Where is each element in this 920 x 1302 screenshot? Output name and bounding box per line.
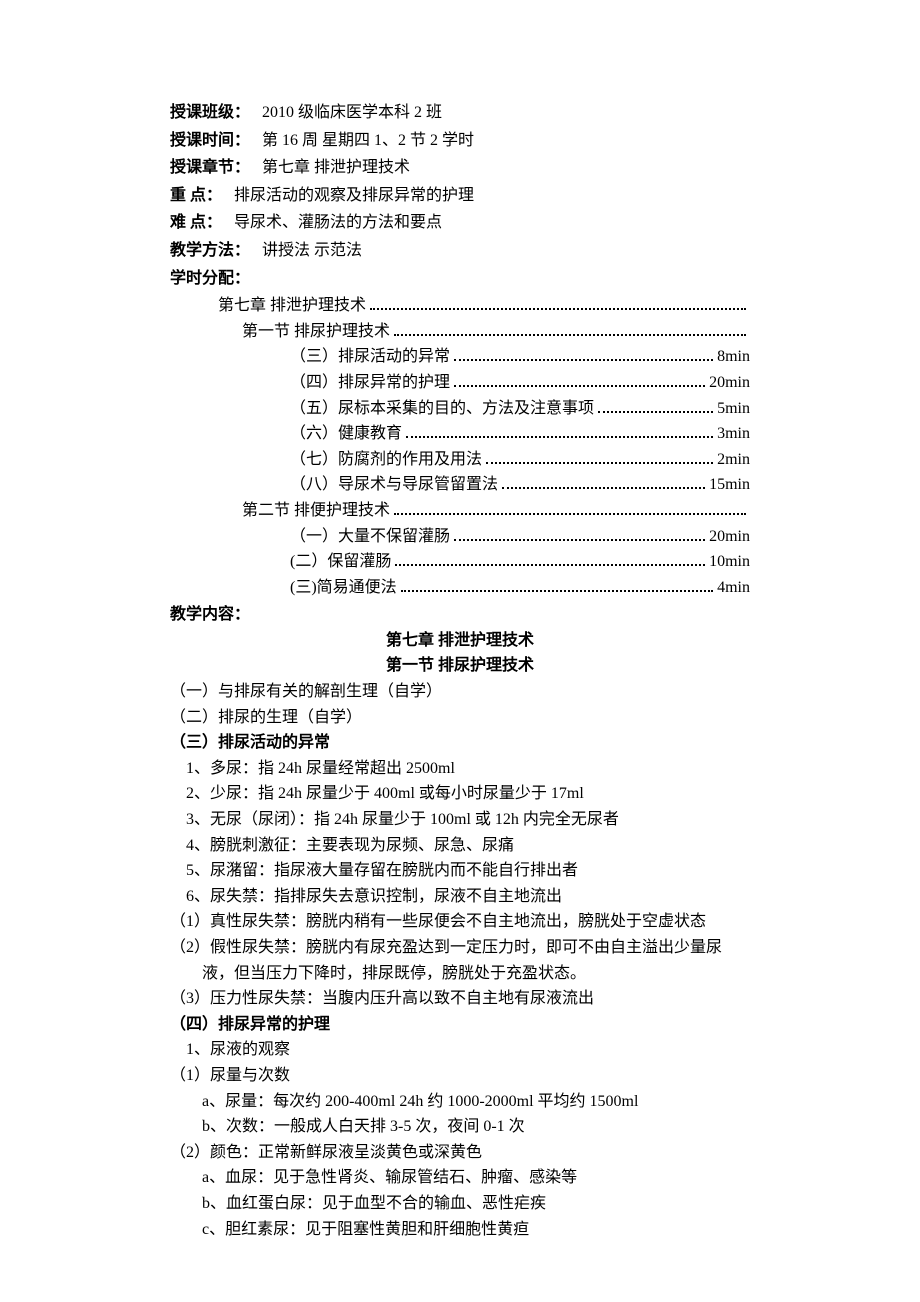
header-focus-row: 重 点： 排尿活动的观察及排尿异常的护理 xyxy=(170,183,750,209)
toc-row: （六）健康教育 3min xyxy=(170,421,750,447)
header-difficulty-row: 难 点： 导尿术、灌肠法的方法和要点 xyxy=(170,210,750,236)
header-chapter-row: 授课章节： 第七章 排泄护理技术 xyxy=(170,155,750,181)
toc-text: (三)简易通便法 xyxy=(290,575,397,601)
difficulty-label: 难 点： xyxy=(170,210,222,236)
header-method-row: 教学方法： 讲授法 示范法 xyxy=(170,238,750,264)
toc-dots xyxy=(401,590,713,592)
body-line: （2）颜色：正常新鲜尿液呈淡黄色或深黄色 xyxy=(170,1140,750,1166)
body-content: （一）与排尿有关的解剖生理（自学）（二）排尿的生理（自学）（三）排尿活动的异常1… xyxy=(170,679,750,1242)
toc-text: （六）健康教育 xyxy=(290,421,402,447)
toc-text: 第一节 排尿护理技术 xyxy=(242,319,390,345)
section-title: 第一节 排尿护理技术 xyxy=(170,653,750,679)
body-line: 4、膀胱刺激征：主要表现为尿频、尿急、尿痛 xyxy=(170,833,750,859)
toc-row: （五）尿标本采集的目的、方法及注意事项 5min xyxy=(170,396,750,422)
document-header: 授课班级： 2010 级临床医学本科 2 班 授课时间： 第 16 周 星期四 … xyxy=(170,100,750,291)
method-label: 教学方法： xyxy=(170,238,250,264)
chapter-title: 第七章 排泄护理技术 xyxy=(170,628,750,654)
toc-text: （五）尿标本采集的目的、方法及注意事项 xyxy=(290,396,594,422)
body-line: 1、多尿：指 24h 尿量经常超出 2500ml xyxy=(170,756,750,782)
content-label: 教学内容： xyxy=(170,602,750,628)
body-line: 2、少尿：指 24h 尿量少于 400ml 或每小时尿量少于 17ml xyxy=(170,781,750,807)
body-line: （1）真性尿失禁：膀胱内稍有一些尿便会不自主地流出，膀胱处于空虚状态 xyxy=(170,909,750,935)
toc-time: 4min xyxy=(717,575,750,601)
header-class-row: 授课班级： 2010 级临床医学本科 2 班 xyxy=(170,100,750,126)
toc-time: 10min xyxy=(709,549,750,575)
body-line: （1）尿量与次数 xyxy=(170,1063,750,1089)
body-line: 6、尿失禁：指排尿失去意识控制，尿液不自主地流出 xyxy=(170,884,750,910)
toc-time: 15min xyxy=(709,472,750,498)
body-line: 液，但当压力下降时，排尿既停，膀胱处于充盈状态。 xyxy=(170,961,750,987)
difficulty-value: 导尿术、灌肠法的方法和要点 xyxy=(234,210,442,236)
toc-row: (三)简易通便法 4min xyxy=(170,575,750,601)
toc-dots xyxy=(454,359,713,361)
body-line: a、血尿：见于急性肾炎、输尿管结石、肿瘤、感染等 xyxy=(170,1165,750,1191)
toc-dots xyxy=(395,564,705,566)
method-value: 讲授法 示范法 xyxy=(262,238,362,264)
body-line: （四）排尿异常的护理 xyxy=(170,1012,750,1038)
body-line: 1、尿液的观察 xyxy=(170,1037,750,1063)
time-value: 第 16 周 星期四 1、2 节 2 学时 xyxy=(262,128,474,154)
class-label: 授课班级： xyxy=(170,100,250,126)
body-line: （一）与排尿有关的解剖生理（自学） xyxy=(170,679,750,705)
body-line: 3、无尿（尿闭）：指 24h 尿量少于 100ml 或 12h 内完全无尿者 xyxy=(170,807,750,833)
time-label: 授课时间： xyxy=(170,128,250,154)
toc-dots xyxy=(502,487,705,489)
toc-text: (二）保留灌肠 xyxy=(290,549,391,575)
body-line: （3）压力性尿失禁：当腹内压升高以致不自主地有尿液流出 xyxy=(170,986,750,1012)
toc-time: 2min xyxy=(717,447,750,473)
toc-text: 第七章 排泄护理技术 xyxy=(218,293,366,319)
toc-text: （四）排尿异常的护理 xyxy=(290,370,450,396)
body-line: a、尿量：每次约 200-400ml 24h 约 1000-2000ml 平均约… xyxy=(170,1089,750,1115)
chapter-value: 第七章 排泄护理技术 xyxy=(262,155,410,181)
toc-text: （七）防腐剂的作用及用法 xyxy=(290,447,482,473)
toc-dots xyxy=(394,334,746,336)
header-time-row: 授课时间： 第 16 周 星期四 1、2 节 2 学时 xyxy=(170,128,750,154)
body-line: c、胆红素尿：见于阻塞性黄胆和肝细胞性黄疸 xyxy=(170,1217,750,1243)
toc-row: （七）防腐剂的作用及用法 2min xyxy=(170,447,750,473)
toc-dots xyxy=(486,462,713,464)
chapter-label: 授课章节： xyxy=(170,155,250,181)
toc-dots xyxy=(394,513,746,515)
alloc-label: 学时分配： xyxy=(170,266,250,292)
toc-dots xyxy=(454,539,705,541)
toc-text: （三）排尿活动的异常 xyxy=(290,344,450,370)
toc-row: （八）导尿术与导尿管留置法 15min xyxy=(170,472,750,498)
toc-text: （一）大量不保留灌肠 xyxy=(290,524,450,550)
body-line: （二）排尿的生理（自学） xyxy=(170,705,750,731)
time-allocation-toc: 第七章 排泄护理技术第一节 排尿护理技术（三）排尿活动的异常8min（四）排尿异… xyxy=(170,293,750,600)
toc-time: 8min xyxy=(717,344,750,370)
toc-dots xyxy=(598,411,713,413)
focus-label: 重 点： xyxy=(170,183,222,209)
toc-text: 第二节 排便护理技术 xyxy=(242,498,390,524)
toc-time: 20min xyxy=(709,524,750,550)
toc-dots xyxy=(406,436,713,438)
toc-time: 20min xyxy=(709,370,750,396)
toc-row: 第二节 排便护理技术 xyxy=(170,498,750,524)
class-value: 2010 级临床医学本科 2 班 xyxy=(262,100,442,126)
toc-row: （三）排尿活动的异常 8min xyxy=(170,344,750,370)
toc-row: （一）大量不保留灌肠 20min xyxy=(170,524,750,550)
toc-row: 第七章 排泄护理技术 xyxy=(170,293,750,319)
toc-time: 5min xyxy=(717,396,750,422)
header-alloc-row: 学时分配： xyxy=(170,266,750,292)
toc-dots xyxy=(370,308,746,310)
focus-value: 排尿活动的观察及排尿异常的护理 xyxy=(234,183,474,209)
toc-text: （八）导尿术与导尿管留置法 xyxy=(290,472,498,498)
body-line: （三）排尿活动的异常 xyxy=(170,730,750,756)
toc-dots xyxy=(454,385,705,387)
toc-row: （四）排尿异常的护理 20min xyxy=(170,370,750,396)
toc-row: (二）保留灌肠 10min xyxy=(170,549,750,575)
toc-time: 3min xyxy=(717,421,750,447)
body-line: b、血红蛋白尿：见于血型不合的输血、恶性疟疾 xyxy=(170,1191,750,1217)
body-line: 5、尿潴留：指尿液大量存留在膀胱内而不能自行排出者 xyxy=(170,858,750,884)
toc-row: 第一节 排尿护理技术 xyxy=(170,319,750,345)
body-line: b、次数：一般成人白天排 3-5 次，夜间 0-1 次 xyxy=(170,1114,750,1140)
body-line: （2）假性尿失禁：膀胱内有尿充盈达到一定压力时，即可不由自主溢出少量尿 xyxy=(170,935,750,961)
